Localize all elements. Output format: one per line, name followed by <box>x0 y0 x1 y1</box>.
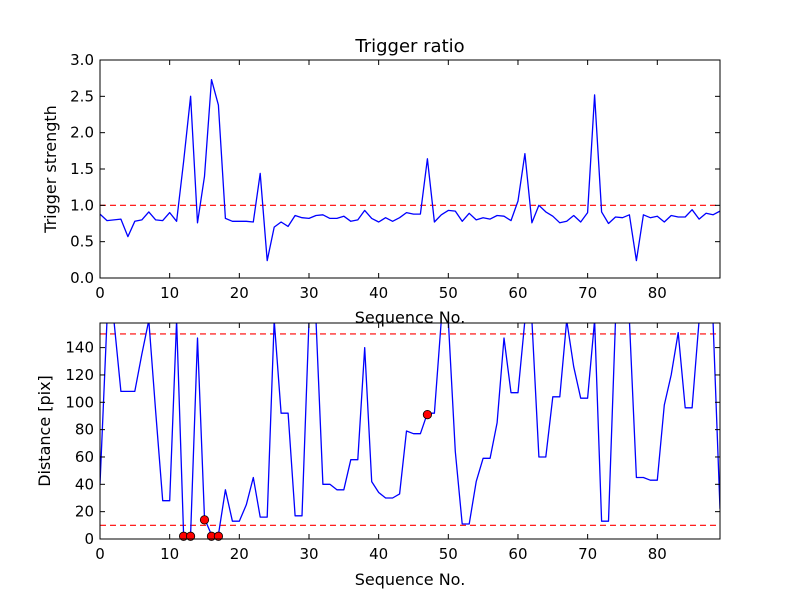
x-tick-label: 70 <box>578 284 597 302</box>
x-tick-label: 80 <box>648 545 667 563</box>
x-tick-label: 40 <box>369 545 388 563</box>
x-tick-label: 20 <box>230 284 249 302</box>
series-line <box>100 78 720 262</box>
y-tick-label: 100 <box>65 393 94 411</box>
x-tick-label: 0 <box>95 284 105 302</box>
x-axis-label: Sequence No. <box>355 570 466 589</box>
x-tick-label: 10 <box>160 284 179 302</box>
data-point <box>199 515 210 525</box>
x-tick-label: 80 <box>648 284 667 302</box>
y-tick-label: 0.0 <box>70 269 94 287</box>
axes-frame <box>99 322 721 540</box>
x-tick-label: 20 <box>230 545 249 563</box>
y-tick-label: 1.0 <box>70 196 94 214</box>
y-tick-label: 0.5 <box>70 233 94 251</box>
y-tick-label: 1.5 <box>70 160 94 178</box>
y-axis-label: Distance [pix] <box>35 375 54 487</box>
distance-panel: 0 10 20 30 40 50 60 70 80 0 20 40 60 80 100 120 140 Seque… <box>35 322 721 589</box>
y-tick-label: 2.0 <box>70 124 94 142</box>
chart-title: Trigger ratio <box>354 36 464 57</box>
x-tick-label: 30 <box>299 284 318 302</box>
data-point <box>185 531 196 541</box>
data-point <box>422 409 433 420</box>
x-tick-label: 50 <box>439 284 458 302</box>
x-tick-label: 50 <box>439 545 458 563</box>
x-tick-label: 40 <box>369 284 388 302</box>
x-tick-label: 70 <box>578 545 597 563</box>
x-tick-label: 60 <box>508 545 527 563</box>
x-tick-label: 0 <box>95 545 105 563</box>
x-axis-label: Sequence No. <box>355 308 466 327</box>
y-tick-label: 20 <box>75 503 94 521</box>
y-tick-label: 2.5 <box>70 87 94 105</box>
x-tick-label: 60 <box>508 284 527 302</box>
y-tick-label: 40 <box>75 475 94 493</box>
data-point <box>213 531 224 541</box>
y-tick-label: 80 <box>75 421 94 439</box>
y-tick-label: 120 <box>65 366 94 384</box>
y-tick-label: 0 <box>84 530 94 548</box>
y-tick-label: 60 <box>75 448 94 466</box>
y-tick-label: 140 <box>65 339 94 357</box>
x-tick-label: 30 <box>299 545 318 563</box>
y-axis-label: Trigger strength <box>41 105 60 234</box>
series-line <box>100 323 720 536</box>
y-tick-label: 3.0 <box>70 51 94 69</box>
trigger-ratio-panel: 0 10 20 30 40 50 60 70 80 0.0 0.5 1.0 1.5 2.0 2.5 3.0 Se… <box>41 36 721 327</box>
x-tick-label: 10 <box>160 545 179 563</box>
